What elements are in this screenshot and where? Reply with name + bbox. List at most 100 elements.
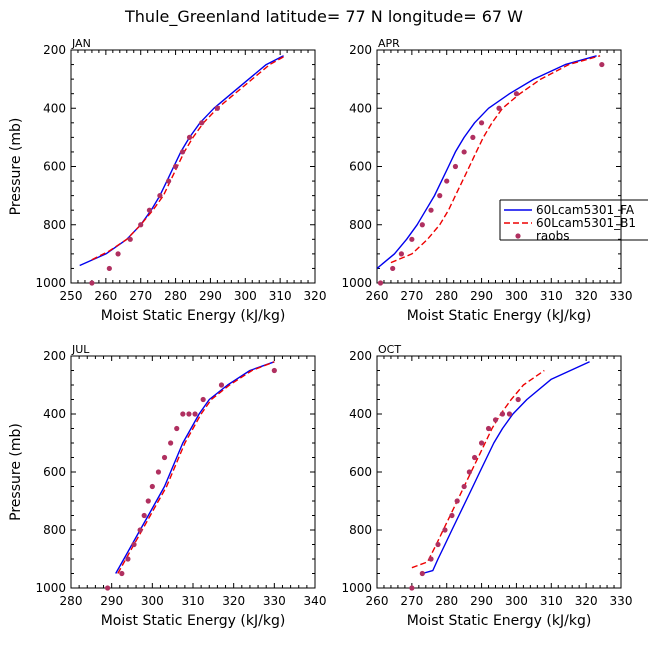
raobs-point <box>599 61 605 68</box>
x-tick-label: 310 <box>182 594 205 608</box>
raobs-point <box>478 120 485 126</box>
b1-series-line <box>390 55 601 264</box>
x-tick-label: 290 <box>470 594 493 608</box>
x-tick-label: 310 <box>540 594 563 608</box>
raobs-point <box>449 512 455 519</box>
plot-frame <box>376 355 622 589</box>
plot-frame <box>70 355 316 589</box>
y-tick-label: 600 <box>43 465 66 479</box>
raobs-point <box>419 222 425 228</box>
raobs-point <box>186 411 192 417</box>
x-tick-label: 330 <box>263 594 286 608</box>
x-tick-label: 300 <box>234 289 257 303</box>
y-tick-label: 200 <box>43 43 66 57</box>
raobs-point <box>390 265 396 272</box>
x-tick-label: 290 <box>199 289 222 303</box>
raobs-point <box>180 411 186 417</box>
raobs-point <box>214 105 220 111</box>
raobs-point <box>496 105 502 111</box>
y-tick-label: 400 <box>43 407 66 421</box>
x-tick-label: 260 <box>366 289 389 303</box>
x-axis-title: Moist Static Energy (kJ/kg) <box>407 613 592 629</box>
panel-label: JAN <box>71 37 91 50</box>
plot-frame <box>70 49 316 284</box>
y-tick-label: 800 <box>43 218 66 232</box>
x-tick-label: 280 <box>60 594 83 608</box>
raobs-point <box>186 134 193 140</box>
raobs-point <box>138 222 144 228</box>
x-axis-title: Moist Static Energy (kJ/kg) <box>101 613 286 629</box>
raobs-point <box>442 527 448 533</box>
y-tick-label: 800 <box>349 218 372 232</box>
panel-apr: 260 270 280 290 300 310 320 330 200 400 600 800 1000… <box>341 37 632 324</box>
panel-label: APR <box>378 37 400 50</box>
y-tick-label: 400 <box>43 101 66 115</box>
raobs-point <box>155 469 162 475</box>
y-tick-label: 800 <box>43 523 66 537</box>
x-axis-title: Moist Static Energy (kJ/kg) <box>407 308 592 324</box>
x-tick-label: 290 <box>100 594 123 608</box>
raobs-point <box>466 469 472 475</box>
raobs-point <box>499 411 506 417</box>
raobs-point <box>200 396 206 403</box>
raobs-point <box>409 236 415 242</box>
x-tick-label: 280 <box>164 289 187 303</box>
y-tick-label: 1000 <box>35 276 66 290</box>
x-tick-label: 330 <box>610 289 633 303</box>
b1-series-line <box>91 55 286 261</box>
raobs-point <box>506 411 513 417</box>
x-tick-label: 270 <box>400 289 423 303</box>
b1-series-line <box>411 369 545 569</box>
raobs-point <box>271 367 277 374</box>
raobs-point <box>105 585 111 591</box>
x-tick-label: 280 <box>435 594 458 608</box>
raobs-point <box>131 541 137 548</box>
raobs-point <box>89 280 95 286</box>
x-tick-label: 290 <box>470 289 493 303</box>
raobs-point <box>168 440 174 446</box>
raobs-point <box>149 483 155 490</box>
raobs-point <box>137 527 143 533</box>
x-axis-title: Moist Static Energy (kJ/kg) <box>101 308 286 324</box>
fa-series-line <box>79 55 284 267</box>
legend-label: 60Lcam5301_B1 <box>536 216 636 230</box>
y-tick-label: 600 <box>349 160 372 174</box>
raobs-point <box>141 512 147 519</box>
y-tick-label: 1000 <box>341 581 372 595</box>
legend-marker <box>515 233 521 239</box>
raobs-point <box>166 178 172 184</box>
raobs-point <box>398 251 404 257</box>
raobs-point <box>492 417 499 423</box>
legend-label: raobs <box>536 229 570 243</box>
y-tick-label: 1000 <box>35 581 66 595</box>
x-tick-label: 270 <box>129 289 152 303</box>
x-tick-label: 260 <box>366 594 389 608</box>
y-axis-title: Pressure (mb) <box>8 423 24 521</box>
y-tick-label: 200 <box>349 349 372 363</box>
y-tick-label: 800 <box>349 523 372 537</box>
raobs-point <box>485 425 492 432</box>
panel-label: JUL <box>71 343 90 356</box>
x-tick-label: 300 <box>141 594 164 608</box>
fa-series-line <box>115 361 275 574</box>
y-tick-label: 1000 <box>341 276 372 290</box>
raobs-point <box>199 120 205 126</box>
raobs-point <box>470 134 476 140</box>
x-tick-label: 340 <box>304 594 327 608</box>
x-tick-label: 320 <box>575 289 598 303</box>
raobs-point <box>179 149 186 155</box>
raobs-point <box>444 178 450 184</box>
x-tick-label: 310 <box>540 289 563 303</box>
x-tick-label: 320 <box>575 594 598 608</box>
panel-jul: 280 290 300 310 320 330 340 200 400 600 800 1000 JUL… <box>8 343 326 629</box>
raobs-point <box>146 207 153 213</box>
y-tick-label: 200 <box>349 43 372 57</box>
raobs-point <box>192 411 198 417</box>
x-tick-label: 330 <box>610 594 633 608</box>
panel-jan: 250 260 270 280 290 300 310 320 200 400 600 800 1000… <box>8 37 326 324</box>
y-axis-title: Pressure (mb) <box>8 118 24 216</box>
raobs-point <box>172 163 179 170</box>
raobs-point <box>218 382 225 388</box>
